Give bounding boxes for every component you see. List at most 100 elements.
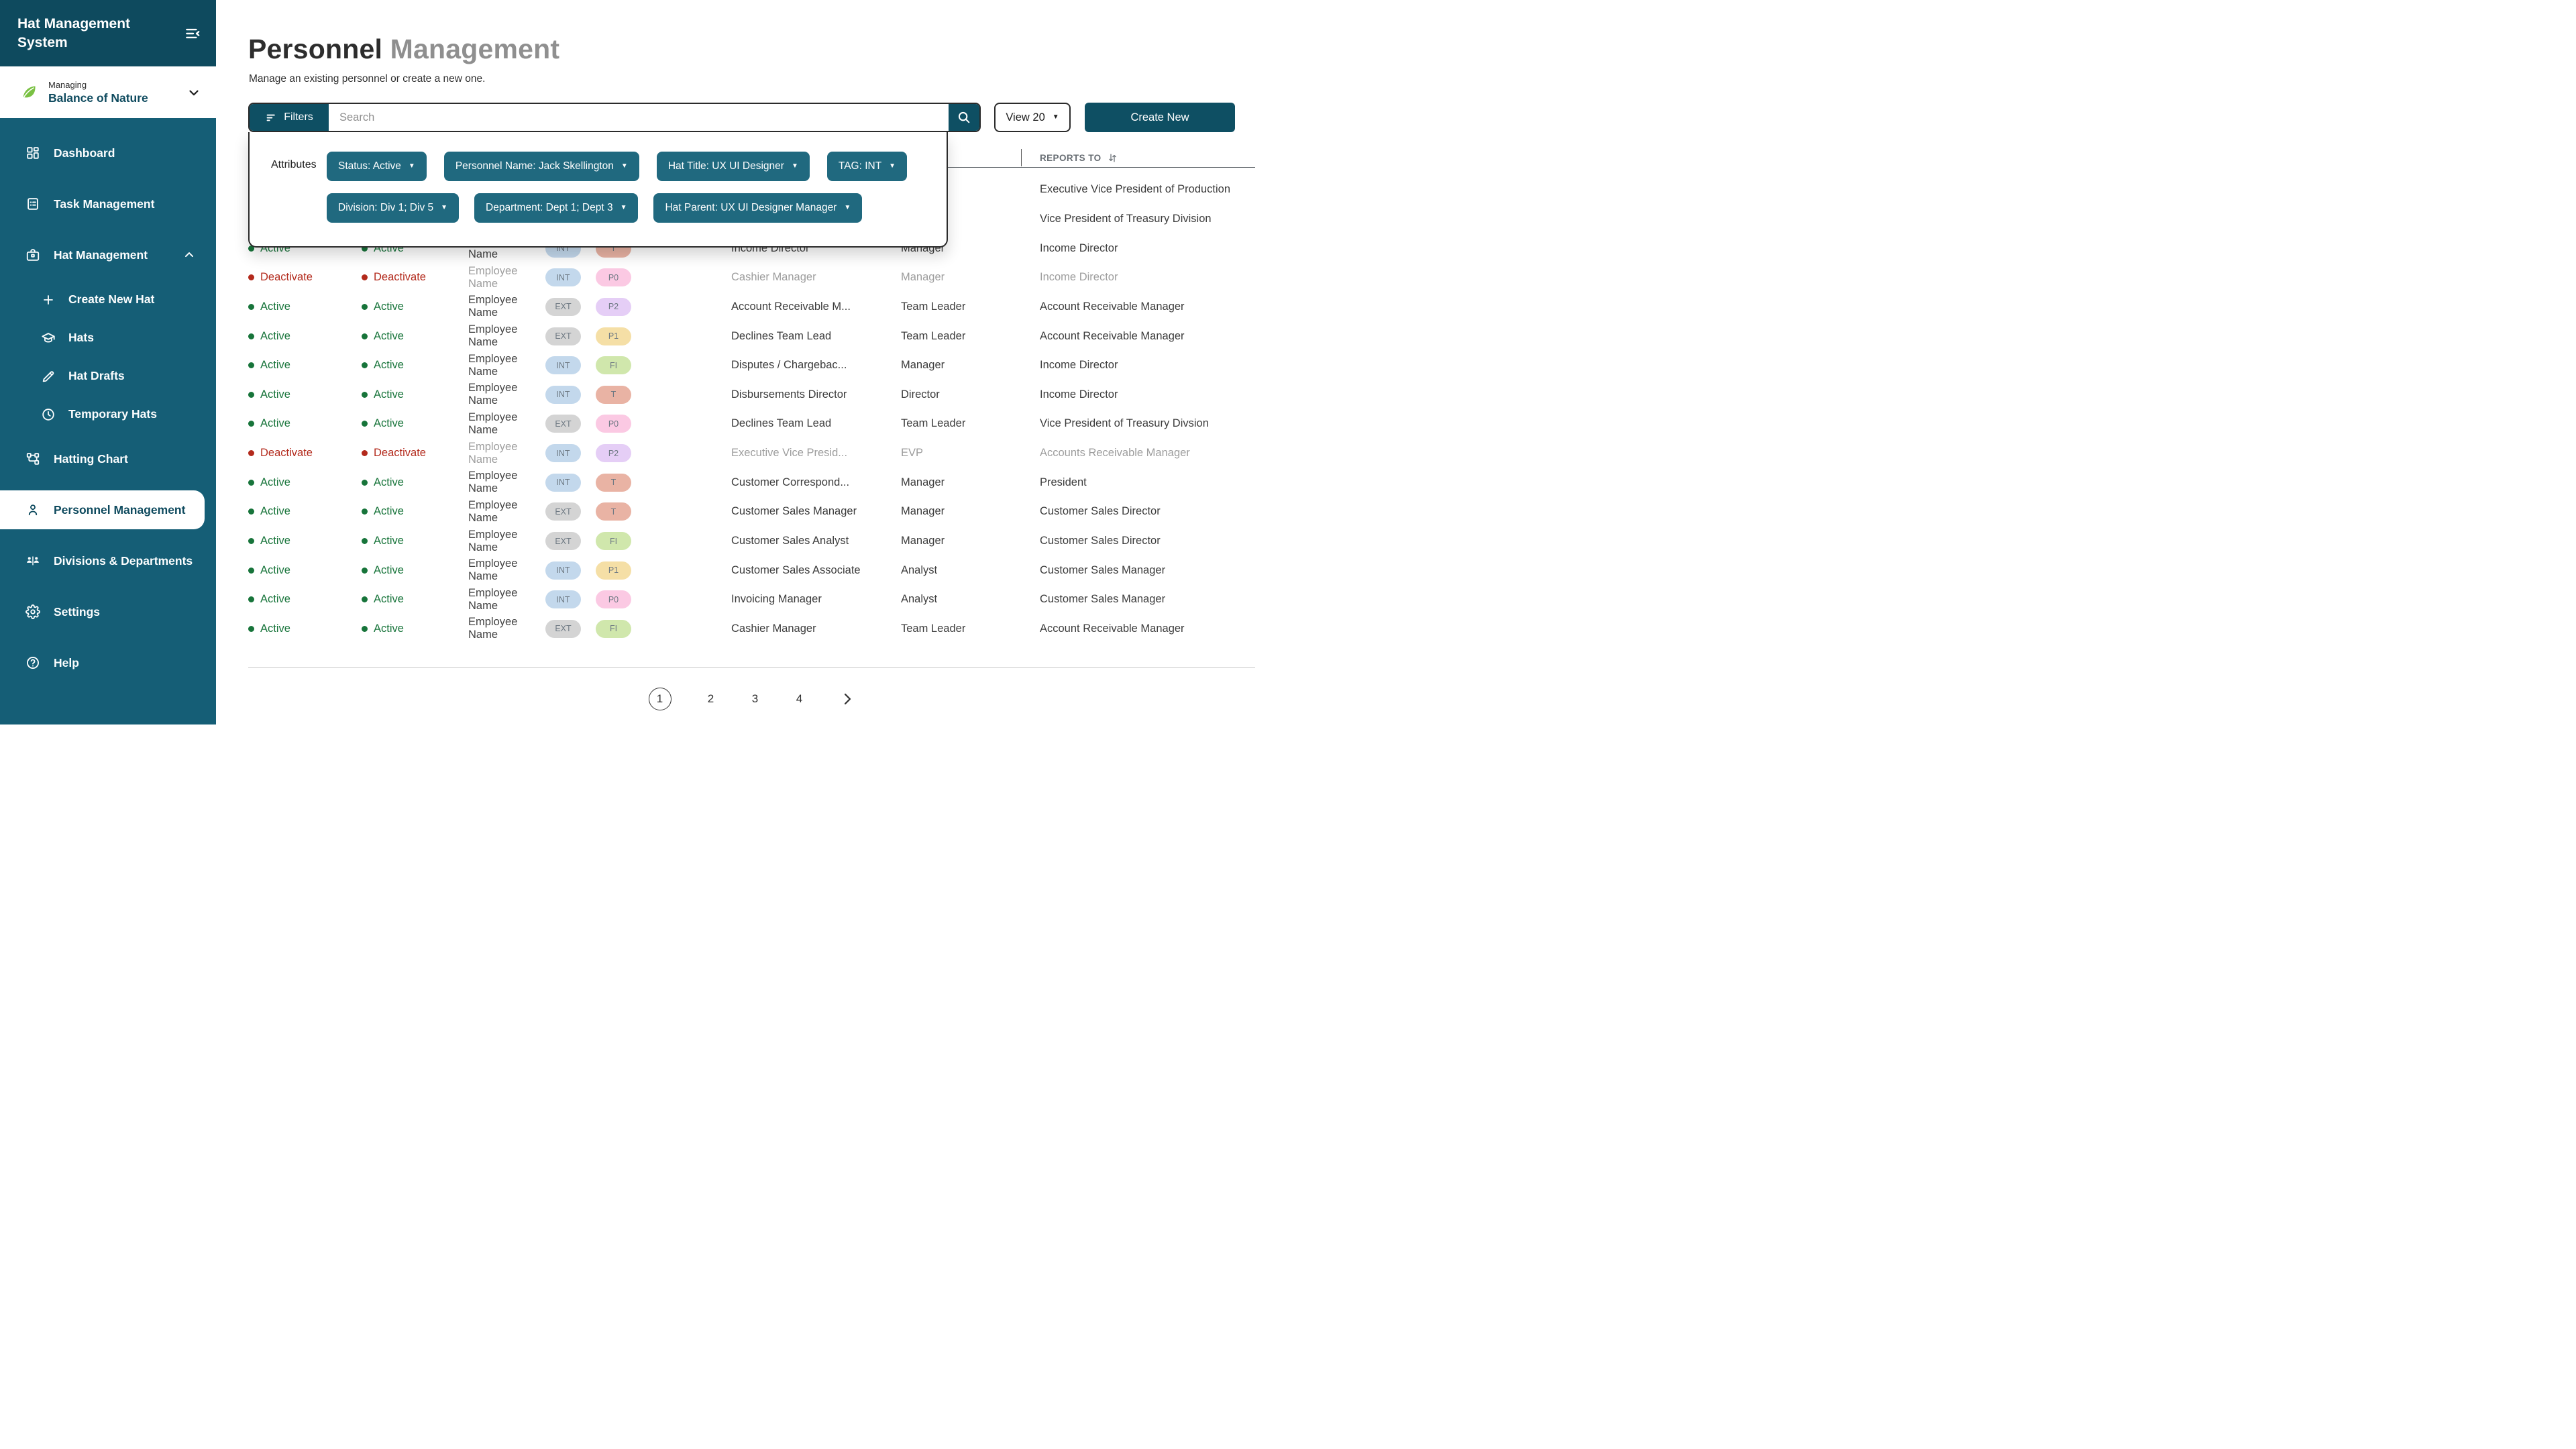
table-row[interactable]: Active Active Employee Name EXT P0 Declines T…	[248, 409, 1255, 439]
page-button-2[interactable]: 2	[707, 692, 714, 705]
sidebar-item-divisions-departments[interactable]: Divisions & Departments	[0, 535, 216, 586]
table-row[interactable]: Deactivate Deactivate Employee Name INT P0 Ca…	[248, 263, 1255, 292]
filter-chip-label: Personnel Name: Jack Skellington	[455, 160, 614, 172]
filter-chip-hat-parent[interactable]: Hat Parent: UX UI Designer Manager ▼	[653, 193, 863, 223]
chevron-down-icon[interactable]	[186, 85, 201, 100]
employee-name: Employee Name	[468, 557, 518, 583]
role: Manager	[901, 359, 945, 372]
role: Analyst	[901, 593, 938, 606]
leaf-icon	[20, 84, 38, 101]
plus-icon	[41, 292, 54, 307]
table-row[interactable]: Active Active Employee Name INT P1 Customer S…	[248, 555, 1255, 585]
sidebar-item-temporary-hats[interactable]: Temporary Hats	[0, 395, 216, 433]
search-button[interactable]	[949, 104, 979, 131]
filter-chip-department[interactable]: Department: Dept 1; Dept 3 ▼	[474, 193, 639, 223]
status-label: Active	[260, 329, 290, 342]
page-button-4[interactable]: 4	[796, 692, 803, 705]
reports-to-column-header[interactable]: REPORTS TO	[1040, 152, 1255, 164]
status-cell: Deactivate	[362, 271, 468, 284]
sidebar-item-hatting-chart[interactable]: Hatting Chart	[0, 433, 216, 484]
sidebar-collapse-icon[interactable]	[184, 25, 201, 42]
status-cell: Active	[362, 330, 468, 343]
level-badge-p1: P1	[596, 561, 631, 580]
status-label: Deactivate	[374, 271, 426, 284]
table-row[interactable]: Active Active Employee Name INT FI Disputes /…	[248, 351, 1255, 380]
role: Team Leader	[901, 300, 966, 313]
filter-chip-personnel-name[interactable]: Personnel Name: Jack Skellington ▼	[443, 152, 639, 181]
sidebar-item-task-management[interactable]: Task Management	[0, 178, 216, 229]
view-count-dropdown[interactable]: View 20 ▼	[994, 103, 1071, 132]
role: Manager	[901, 505, 945, 518]
sidebar-item-settings[interactable]: Settings	[0, 586, 216, 637]
status-cell: Active	[362, 476, 468, 489]
reports-to: Vice President of Treasury Divsion	[1040, 417, 1209, 430]
sidebar-item-help[interactable]: Help	[0, 637, 216, 688]
table-row[interactable]: Active Active Employee Name INT P0 Invoicing …	[248, 585, 1255, 614]
table-row[interactable]: Active Active Employee Name INT T Customer Co…	[248, 468, 1255, 497]
status-cell: Active	[248, 505, 362, 518]
create-new-button[interactable]: Create New	[1085, 103, 1235, 132]
page-button-3[interactable]: 3	[751, 692, 759, 705]
status-label: Active	[374, 417, 404, 430]
tag-badge-int: INT	[545, 473, 581, 492]
column-divider	[1021, 149, 1022, 166]
filter-chip-hat-title[interactable]: Hat Title: UX UI Designer ▼	[656, 152, 810, 181]
table-row[interactable]: Active Active Employee Name EXT FI Customer S…	[248, 527, 1255, 556]
sidebar-item-hat-management[interactable]: Hat Management	[0, 229, 216, 280]
sidebar-item-hats[interactable]: Hats	[0, 319, 216, 357]
sidebar-nav: Dashboard Task Management Hat Management Cr…	[0, 127, 216, 688]
page-button-1[interactable]: 1	[648, 688, 672, 710]
status-cell: Deactivate	[362, 447, 468, 460]
level-badge-fi: FI	[596, 532, 631, 550]
chevron-down-icon: ▼	[844, 204, 851, 211]
filter-chip-tag[interactable]: TAG: INT ▼	[826, 152, 908, 181]
table-row[interactable]: Active Active Employee Name INT T Disbursemen…	[248, 380, 1255, 409]
status-label: Active	[260, 417, 290, 430]
reports-to: Income Director	[1040, 359, 1118, 372]
sidebar-item-hat-drafts[interactable]: Hat Drafts	[0, 357, 216, 395]
chevron-down-icon: ▼	[1052, 113, 1059, 121]
hat-title: Customer Sales Manager	[731, 505, 857, 518]
filter-chip-status[interactable]: Status: Active ▼	[327, 152, 427, 181]
table-row[interactable]: Deactivate Deactivate Employee Name INT P2 Ex…	[248, 439, 1255, 468]
table-row[interactable]: Vice President of Treasury Division	[248, 205, 1255, 234]
next-page-button[interactable]	[839, 691, 855, 707]
level-badge-p0: P0	[596, 268, 631, 287]
sort-icon[interactable]	[1107, 152, 1118, 164]
sidebar-item-personnel-management[interactable]: Personnel Management	[0, 490, 205, 529]
hat-title: Customer Correspond...	[731, 476, 850, 488]
help-icon	[25, 655, 40, 670]
tag-badge-int: INT	[545, 590, 581, 609]
filter-chip-division[interactable]: Division: Div 1; Div 5 ▼	[327, 193, 460, 223]
level-cell: P0	[596, 415, 731, 433]
sidebar: Hat Management System Managing Balance o…	[0, 0, 216, 724]
table-row[interactable]: Executive Vice President of Production	[248, 175, 1255, 205]
status-cell: Active	[362, 301, 468, 313]
status-dot	[362, 421, 368, 427]
tag-cell: INT	[545, 444, 596, 463]
people-divider-icon	[25, 553, 40, 568]
managing-org-selector[interactable]: Managing Balance of Nature	[0, 66, 216, 118]
table-row[interactable]: Active Active Employee Name EXT FI Cashier Ma…	[248, 614, 1255, 644]
sidebar-item-label: Help	[54, 655, 79, 669]
table-row[interactable]: Active Active Employee Name EXT P1 Declines T…	[248, 321, 1255, 351]
level-cell: T	[596, 502, 731, 521]
status-dot	[362, 567, 368, 574]
task-list-icon	[25, 197, 40, 211]
search-input[interactable]	[329, 104, 949, 131]
table-row[interactable]: Active Active Employee Name EXT P2 Account Re…	[248, 292, 1255, 322]
chevron-down-icon: ▼	[620, 204, 627, 211]
status-label: Deactivate	[260, 271, 313, 284]
search-bar: Filters	[248, 103, 981, 132]
sidebar-item-label: Task Management	[54, 197, 155, 211]
status-cell: Active	[362, 359, 468, 372]
managing-org-name: Balance of Nature	[48, 91, 148, 105]
filters-button[interactable]: Filters	[250, 104, 329, 131]
table-row[interactable]: Active Active Employee Name EXT T Customer Sa…	[248, 497, 1255, 527]
role: EVP	[901, 447, 924, 460]
status-label: Active	[374, 505, 404, 518]
sidebar-item-create-new-hat[interactable]: Create New Hat	[0, 280, 216, 319]
sidebar-item-dashboard[interactable]: Dashboard	[0, 127, 216, 178]
status-label: Active	[260, 388, 290, 400]
status-cell: Active	[248, 476, 362, 489]
